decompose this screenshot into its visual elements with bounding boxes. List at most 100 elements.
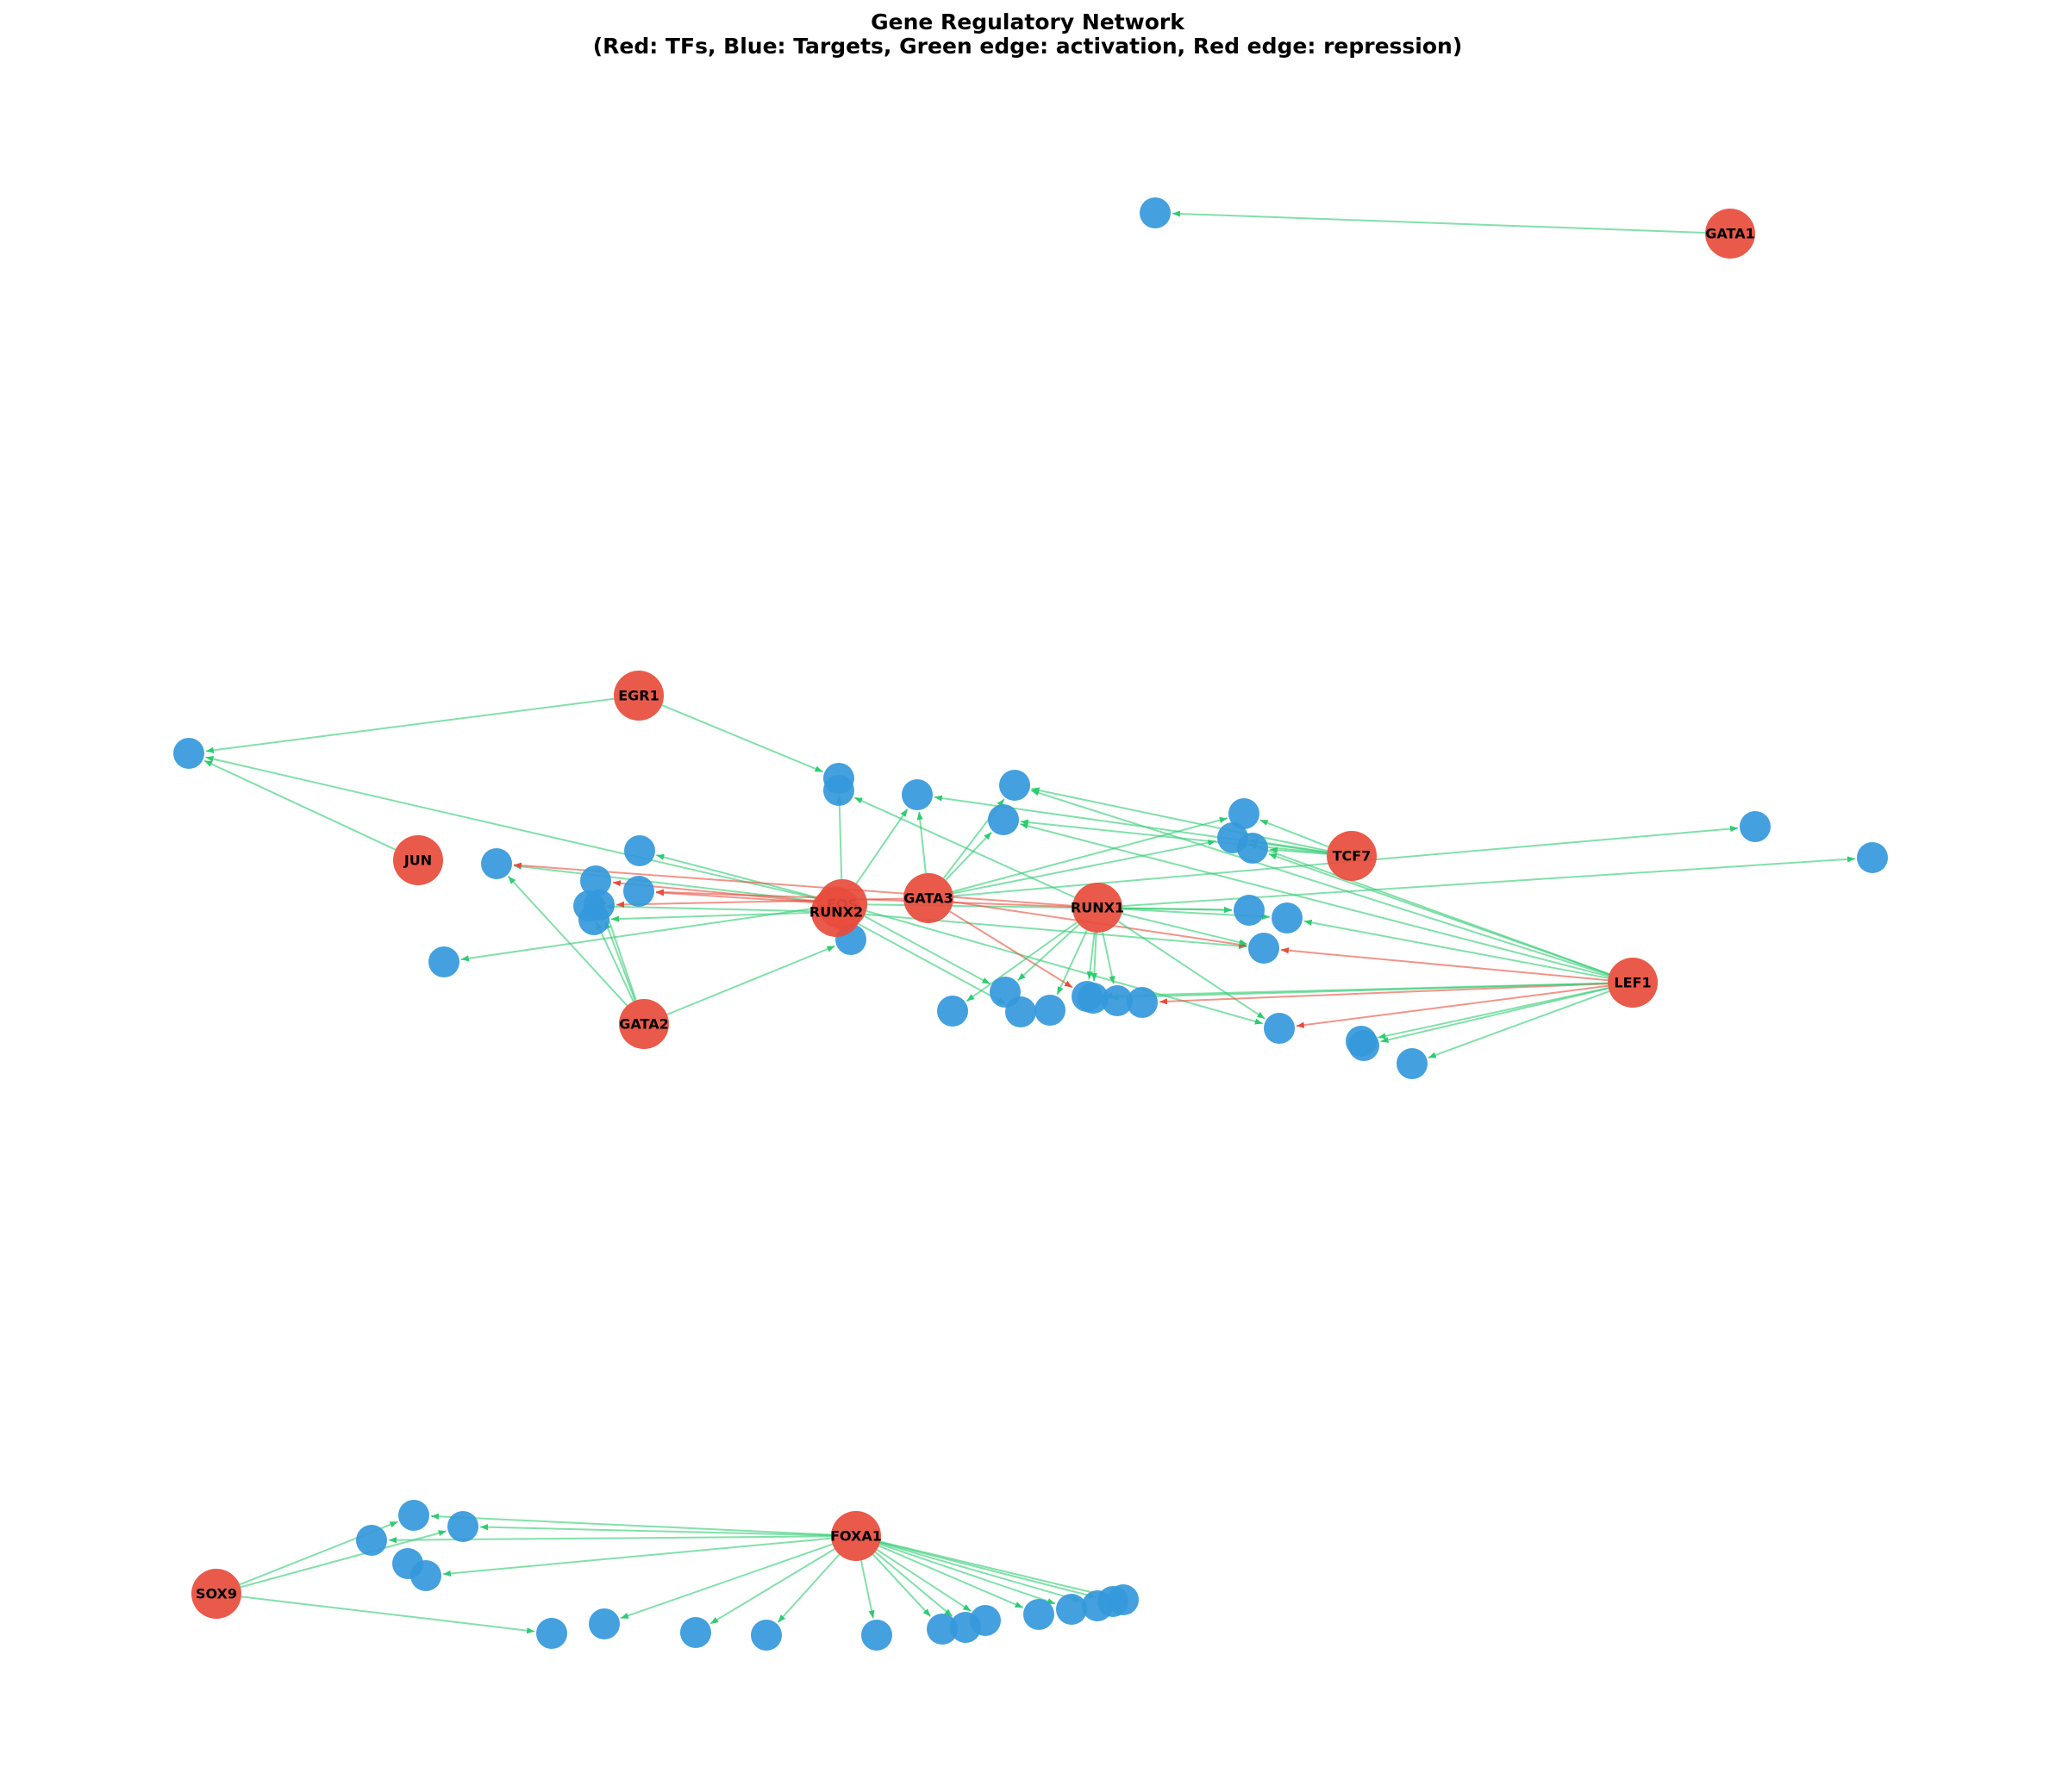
target-node — [1140, 197, 1171, 228]
tf-node-circle — [619, 999, 669, 1049]
target-node — [1228, 798, 1259, 829]
tf-node-circle — [903, 873, 953, 923]
target-node — [861, 1620, 892, 1651]
target-node — [447, 1511, 478, 1542]
activation-edge-runx1-t4 — [853, 796, 1076, 898]
target-node — [428, 946, 459, 977]
tf-label-tcf7: TCF7 — [1333, 848, 1372, 865]
target-node — [751, 1620, 782, 1651]
activation-edge-lef1-t10 — [1268, 852, 1610, 976]
tf-node-egr1: EGR1 — [614, 671, 664, 721]
tf-label-egr1: EGR1 — [618, 688, 659, 704]
target-node — [536, 1618, 567, 1649]
activation-edge-lef1-t35 — [1380, 987, 1609, 1043]
target-node — [1272, 902, 1303, 933]
tf-node-sox9: SOX9 — [191, 1569, 241, 1619]
tf-node-circle — [1705, 209, 1755, 259]
activation-edge-fos-t2 — [205, 756, 818, 900]
activation-edge-gata1-t1 — [1172, 210, 1706, 234]
tf-node-circle — [393, 835, 443, 885]
activation-edge-lef1-t6 — [1030, 790, 1609, 977]
activation-edge-runx1-t28 — [1086, 932, 1096, 980]
target-node — [1023, 1599, 1054, 1630]
tf-node-lef1: LEF1 — [1608, 958, 1658, 1008]
activation-edge-gata2-t20 — [666, 945, 835, 1015]
target-node-layer — [173, 197, 1888, 1651]
activation-edge-sox9-b2 — [240, 1530, 447, 1589]
activation-edge-foxa1-b12 — [874, 1551, 953, 1617]
activation-edge-lef1-t28 — [1103, 982, 1609, 999]
target-node — [970, 1605, 1001, 1636]
target-node — [988, 804, 1019, 835]
target-node — [1108, 1584, 1139, 1615]
activation-edge-runx1-t27 — [1056, 929, 1088, 996]
target-node — [356, 1525, 387, 1556]
tf-label-jun: JUN — [403, 852, 432, 869]
activation-edge-runx1-t32 — [966, 921, 1078, 1002]
activation-edge-gata2-t14 — [507, 876, 628, 1007]
activation-edge-egr1-t3 — [661, 704, 823, 773]
activation-edge-tcf7-t6 — [1031, 787, 1328, 852]
tf-node-circle — [1327, 831, 1377, 881]
target-node — [578, 904, 609, 935]
target-node — [823, 775, 854, 806]
target-node — [1740, 811, 1771, 842]
activation-edge-foxa1-b14 — [878, 1545, 1023, 1609]
activation-edge-runx1-t12 — [1122, 856, 1856, 908]
diagram-subtitle: (Red: TFs, Blue: Targets, Green edge: ac… — [593, 34, 1463, 59]
tf-label-runx1: RUNX1 — [1071, 900, 1124, 916]
activation-edge-runx2-t26 — [858, 922, 1006, 1005]
target-node — [1056, 1594, 1087, 1625]
target-node — [1034, 995, 1065, 1026]
target-node — [398, 1500, 429, 1531]
activation-edge-foxa1-b1 — [430, 1513, 832, 1536]
activation-edge-foxa1-b10 — [859, 1560, 875, 1619]
target-node — [481, 848, 512, 879]
repression-edge-lef1-t24 — [1280, 947, 1609, 982]
activation-edge-foxa1-b2 — [479, 1524, 832, 1537]
tf-label-lef1: LEF1 — [1614, 975, 1651, 991]
target-node — [999, 770, 1030, 801]
activation-edge-lef1-t7 — [1020, 822, 1609, 977]
tf-node-circle — [831, 1511, 881, 1561]
tf-node-gata1: GATA1 — [1705, 209, 1755, 259]
target-node — [680, 1617, 711, 1648]
tf-node-layer: GATA1EGR1JUNFOSRUNX2GATA3RUNX1TCF7LEF1GA… — [191, 209, 1755, 1619]
tf-node-circle — [614, 671, 664, 721]
tf-label-gata1: GATA1 — [1705, 226, 1754, 242]
activation-edge-gata3-t8 — [952, 817, 1228, 893]
activation-edge-foxa1-b13 — [876, 1549, 972, 1612]
activation-edge-runx1-t29 — [1090, 932, 1098, 982]
target-node — [1237, 833, 1268, 864]
target-node — [1127, 987, 1158, 1018]
tf-node-circle — [1608, 958, 1658, 1008]
target-node — [410, 1560, 441, 1591]
activation-edge-jun-t2 — [203, 759, 397, 851]
repression-edge-lef1-t33 — [1296, 984, 1609, 1028]
tf-node-circle — [1072, 883, 1122, 933]
tf-node-jun: JUN — [393, 835, 443, 885]
target-node — [1857, 842, 1888, 873]
target-node — [173, 738, 204, 769]
tf-label-runx2: RUNX2 — [809, 904, 863, 921]
target-node — [1078, 983, 1109, 1014]
edge-layer — [203, 210, 1856, 1634]
activation-edge-foxa1-b9 — [777, 1553, 841, 1623]
tf-node-runx1: RUNX1 — [1071, 883, 1124, 933]
activation-edge-fos-t21 — [460, 907, 818, 962]
activation-edge-gata3-t5 — [916, 811, 927, 874]
activation-edge-egr1-t2 — [205, 697, 615, 753]
activation-edge-tcf7-t7 — [1020, 819, 1328, 854]
target-node — [589, 1608, 620, 1639]
activation-edge-tcf7-t8 — [1259, 819, 1329, 848]
tf-label-sox9: SOX9 — [196, 1586, 237, 1602]
target-node — [937, 996, 968, 1027]
target-node — [1005, 996, 1036, 1027]
diagram-title: Gene Regulatory Network — [871, 9, 1185, 34]
activation-edge-lef1-t23 — [1303, 919, 1609, 979]
tf-node-foxa1: FOXA1 — [830, 1511, 882, 1561]
activation-edge-runx1-t24 — [1121, 912, 1247, 946]
tf-node-gata3: GATA3 — [903, 873, 953, 923]
activation-edge-fos-t33 — [866, 909, 1264, 1025]
